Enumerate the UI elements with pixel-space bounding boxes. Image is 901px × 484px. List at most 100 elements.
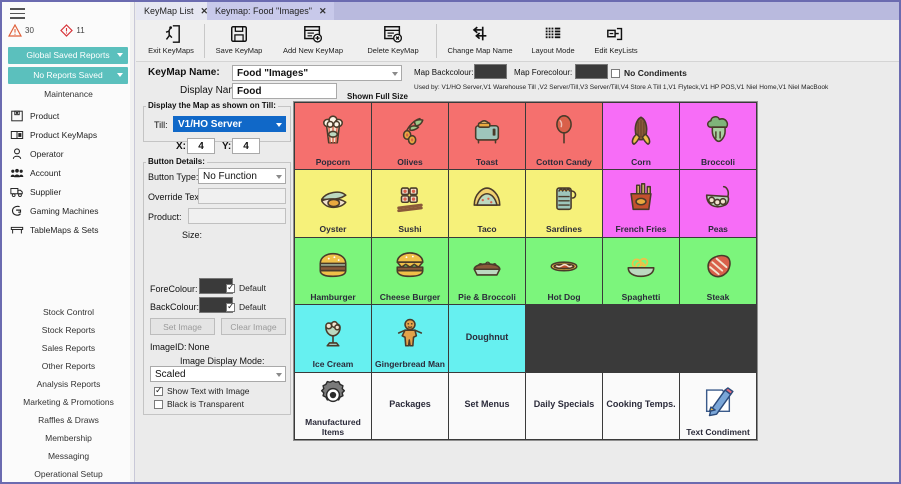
edit-keylists-icon [607,27,623,41]
used-by-text: Used by: V1/HO Server,V1 Warehouse Till … [414,84,829,91]
exit-keymaps-button[interactable]: Exit KeyMaps [140,21,202,61]
display-name-input[interactable]: Food [232,83,337,99]
forecolour-default-checkbox[interactable]: Default [226,282,266,293]
sidebar-item-product[interactable]: Product [10,106,135,125]
chevron-down-icon [117,53,123,57]
keymap-cell[interactable]: French Fries [603,170,679,237]
sidebar-link-stock-reports[interactable]: Stock Reports [41,325,96,335]
override-text-input[interactable] [198,188,286,204]
no-reports-saved-label: No Reports Saved [33,70,103,80]
keymap-cell[interactable]: Spaghetti [603,237,679,305]
display-name-value: Food [237,86,262,97]
no-condiments-checkbox[interactable]: No Condiments [611,68,687,78]
edit-keylists-button[interactable]: Edit KeyLists [585,21,647,61]
keymap-cell[interactable]: Doughnut [449,305,525,372]
sidebar-item-operator[interactable]: Operator [10,144,135,163]
y-input[interactable]: 4 [232,138,260,154]
keymap-grid-icon [10,130,24,139]
image-display-mode-combo[interactable]: Scaled [150,366,286,382]
keymap-cell[interactable]: Corn [603,103,679,170]
tab-keymap-food-images[interactable]: Keymap: Food "Images" ✕ [207,2,335,20]
save-keymap-button[interactable]: Save KeyMap [206,21,272,61]
chevron-down-icon [392,72,398,76]
sidebar-link-marketing-promotions[interactable]: Marketing & Promotions [23,397,114,407]
keymap-name-combo[interactable]: Food "Images" [232,65,402,81]
close-icon[interactable]: ✕ [318,5,327,16]
keymap-cell[interactable]: Steak [680,237,756,305]
add-new-keymap-button[interactable]: Add New KeyMap [273,21,353,61]
keymap-cell[interactable]: Text Condiment [680,372,756,439]
keymap-cell[interactable]: Daily Specials [526,372,602,439]
pencil-icon [680,373,756,428]
hamburger-icon[interactable] [10,8,25,20]
till-label: Till: [154,120,168,130]
keymap-cell[interactable]: Olives [372,103,448,170]
sidebar-link-operational-setup[interactable]: Operational Setup [34,469,103,479]
map-forecolour-swatch[interactable] [575,64,608,79]
close-icon[interactable]: ✕ [200,5,209,16]
backcolour-default-checkbox[interactable]: Default [226,301,266,312]
clear-image-button[interactable]: Clear Image [221,318,286,335]
keymap-cell[interactable]: Hamburger [295,237,371,305]
sidebar-link-analysis-reports[interactable]: Analysis Reports [36,379,101,389]
delete-keymap-button[interactable]: Delete KeyMap [355,21,431,61]
sidebar-scrollbar[interactable] [130,2,134,482]
sidebar-link-stock-control[interactable]: Stock Control [42,307,95,317]
sidebar-link-membership[interactable]: Membership [45,433,92,443]
keymap-cell[interactable]: Toast [449,103,525,170]
keymap-cell-label: Gingerbread Man [375,359,445,370]
keymap-cell[interactable]: Taco [449,170,525,237]
keymap-cell[interactable]: Broccoli [680,103,756,170]
sidebar-link-other-reports[interactable]: Other Reports [41,361,96,371]
image-id-value: None [188,342,210,352]
sidebar-link-raffles-draws[interactable]: Raffles & Draws [38,415,99,425]
black-is-transparent-checkbox[interactable]: Black is Transparent [154,399,244,409]
sidebar-item-gaming-machines[interactable]: Gaming Machines [10,201,135,220]
keymap-cell[interactable]: Sardines [526,170,602,237]
keymap-cell[interactable]: Gingerbread Man [372,305,448,372]
critical-alert[interactable]: 11 [60,24,85,37]
sidebar-item-supplier[interactable]: Supplier [10,182,135,201]
keymap-cell-empty[interactable] [603,305,679,372]
keymap-cell[interactable]: Peas [680,170,756,237]
sidebar-item-product-keymaps[interactable]: Product KeyMaps [10,125,135,144]
keymap-cell[interactable]: Manufactured Items [295,372,371,439]
sidebar-item-tablemaps-sets[interactable]: TableMaps & Sets [10,220,135,239]
keymap-cell[interactable]: Cooking Temps. [603,372,679,439]
warning-alert[interactable]: 30 [8,24,34,37]
toolbar-separator [204,24,205,58]
keymap-cell[interactable]: Pie & Broccoli [449,237,525,305]
no-reports-saved-select[interactable]: No Reports Saved [8,67,128,84]
keymap-cell[interactable]: Oyster [295,170,371,237]
map-backcolour-swatch[interactable] [474,64,507,79]
keymap-cell[interactable]: Popcorn [295,103,371,170]
keymap-cell[interactable]: Cheese Burger [372,237,448,305]
keymap-cell[interactable]: Sushi [372,170,448,237]
sidebar-link-messaging[interactable]: Messaging [47,451,90,461]
product-input[interactable] [188,208,286,224]
show-text-with-image-checkbox[interactable]: Show Text with Image [154,385,250,396]
keymap-cell[interactable]: Hot Dog [526,237,602,305]
x-input[interactable]: 4 [187,138,215,154]
keymap-cell[interactable]: Packages [372,372,448,439]
keymap-cell-label: Oyster [319,224,347,235]
set-image-button[interactable]: Set Image [150,318,215,335]
rename-arrow-icon [472,26,487,41]
change-map-name-button[interactable]: Change Map Name [439,21,521,61]
global-saved-reports-select[interactable]: Global Saved Reports [8,47,128,64]
keymap-grid[interactable]: Popcorn Olives Toast Cotton Candy Corn Brocco… [293,101,758,441]
delete-window-icon [384,26,403,43]
button-type-combo[interactable]: No Function [198,168,286,184]
keymap-cell-empty[interactable] [526,305,602,372]
sidebar-link-sales-reports[interactable]: Sales Reports [41,343,96,353]
sidebar-item-account[interactable]: Account [10,163,135,182]
keymap-cell-empty[interactable] [680,305,756,372]
keymap-cell[interactable]: Set Menus [449,372,525,439]
keymap-cell[interactable]: Ice Cream [295,305,371,372]
keymap-cell[interactable]: Cotton Candy [526,103,602,170]
tab-keymap-list[interactable]: KeyMap List ✕ [136,2,217,20]
keymap-cell-label: Pie & Broccoli [458,291,516,302]
layout-mode-button[interactable]: Layout Mode [522,21,584,61]
till-combo[interactable]: V1/HO Server [173,116,286,132]
toolbar-button-label: Add New KeyMap [282,46,344,55]
